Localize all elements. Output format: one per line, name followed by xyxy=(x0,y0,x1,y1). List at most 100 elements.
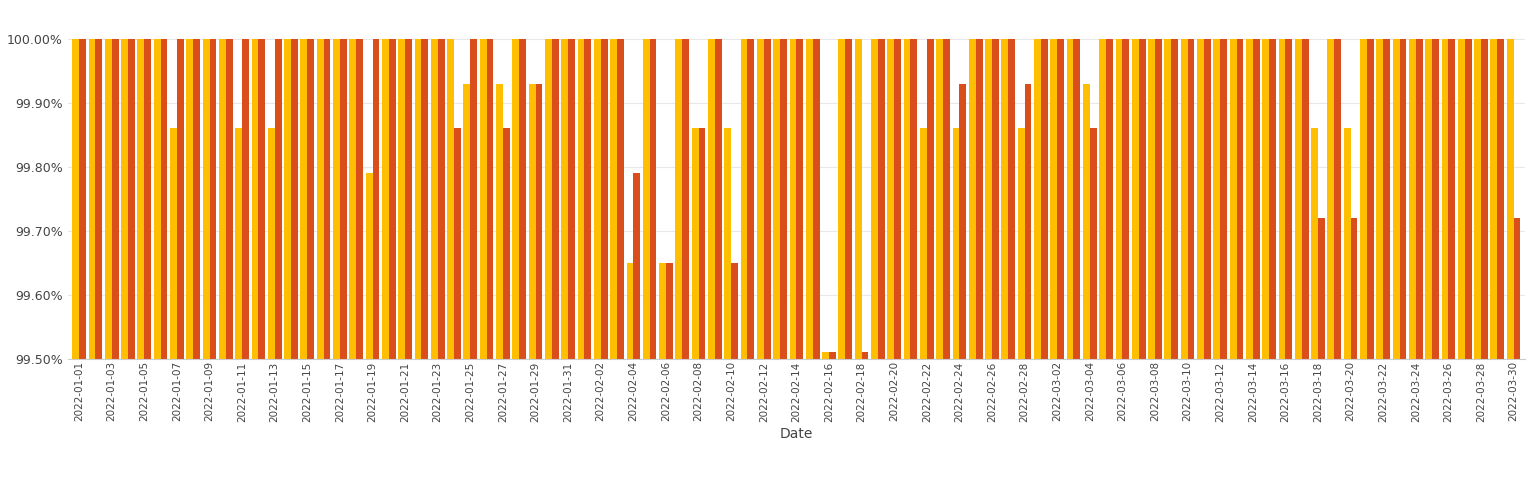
Bar xyxy=(643,39,650,359)
Bar xyxy=(936,39,944,359)
Bar xyxy=(552,39,559,359)
Bar xyxy=(919,128,927,359)
Bar xyxy=(1089,128,1097,359)
Bar xyxy=(1057,39,1065,359)
Bar xyxy=(1481,39,1488,359)
Bar xyxy=(1132,39,1138,359)
Bar xyxy=(487,39,493,359)
Bar xyxy=(104,39,112,359)
Bar xyxy=(1138,39,1146,359)
Bar xyxy=(1432,39,1439,359)
Bar xyxy=(1083,84,1089,359)
Bar xyxy=(225,39,233,359)
Bar xyxy=(627,262,633,359)
Bar xyxy=(398,39,404,359)
Bar xyxy=(372,39,380,359)
Bar xyxy=(519,39,525,359)
Bar xyxy=(774,39,780,359)
Bar xyxy=(861,352,869,359)
Bar xyxy=(757,39,764,359)
Bar xyxy=(780,39,787,359)
Bar xyxy=(545,39,552,359)
Bar xyxy=(872,39,878,359)
Bar xyxy=(944,39,950,359)
Bar xyxy=(1295,39,1302,359)
Bar xyxy=(699,128,705,359)
Bar xyxy=(357,39,363,359)
Bar xyxy=(1442,39,1448,359)
Bar xyxy=(317,39,323,359)
Bar xyxy=(1115,39,1123,359)
Bar xyxy=(1164,39,1172,359)
Bar xyxy=(1318,218,1325,359)
Bar xyxy=(725,128,731,359)
Bar xyxy=(1230,39,1236,359)
Bar xyxy=(1465,39,1472,359)
Bar xyxy=(568,39,574,359)
Bar xyxy=(236,128,242,359)
Bar xyxy=(748,39,754,359)
Bar xyxy=(927,39,933,359)
Bar xyxy=(502,128,510,359)
Bar xyxy=(1311,128,1318,359)
Bar xyxy=(1123,39,1129,359)
Bar xyxy=(404,39,412,359)
Bar xyxy=(708,39,715,359)
Bar xyxy=(144,39,152,359)
Bar xyxy=(210,39,216,359)
Bar xyxy=(366,173,372,359)
Bar xyxy=(121,39,129,359)
Bar xyxy=(692,128,699,359)
Bar xyxy=(421,39,429,359)
Bar xyxy=(170,128,176,359)
Bar xyxy=(1213,39,1219,359)
Bar xyxy=(1066,39,1074,359)
Bar xyxy=(242,39,250,359)
Bar xyxy=(968,39,976,359)
Bar xyxy=(1187,39,1195,359)
Bar xyxy=(1514,218,1520,359)
Bar xyxy=(430,39,438,359)
Bar xyxy=(1491,39,1497,359)
Bar xyxy=(1458,39,1465,359)
Bar xyxy=(601,39,608,359)
Bar xyxy=(1236,39,1244,359)
Bar xyxy=(584,39,591,359)
Bar xyxy=(349,39,357,359)
Bar xyxy=(161,39,167,359)
Bar xyxy=(650,39,657,359)
Bar xyxy=(529,84,536,359)
Bar xyxy=(610,39,617,359)
Bar xyxy=(594,39,601,359)
Bar xyxy=(789,39,797,359)
Bar xyxy=(138,39,144,359)
Bar xyxy=(1253,39,1259,359)
Bar xyxy=(1328,39,1334,359)
Bar xyxy=(1002,39,1008,359)
Bar xyxy=(1376,39,1383,359)
Bar xyxy=(1106,39,1112,359)
Bar xyxy=(1147,39,1155,359)
Bar xyxy=(291,39,297,359)
Bar xyxy=(193,39,201,359)
Bar xyxy=(985,39,993,359)
Bar xyxy=(1400,39,1406,359)
Bar xyxy=(910,39,918,359)
Bar xyxy=(1334,39,1340,359)
Bar xyxy=(797,39,803,359)
Bar xyxy=(1219,39,1227,359)
Bar xyxy=(80,39,86,359)
Bar xyxy=(1351,218,1357,359)
Bar xyxy=(731,262,738,359)
Bar xyxy=(806,39,812,359)
Bar xyxy=(953,128,959,359)
Bar xyxy=(878,39,884,359)
Bar xyxy=(812,39,820,359)
Bar xyxy=(676,39,682,359)
Bar xyxy=(1507,39,1514,359)
Bar xyxy=(415,39,421,359)
Bar xyxy=(1172,39,1178,359)
Bar xyxy=(187,39,193,359)
Bar xyxy=(153,39,161,359)
Bar xyxy=(453,128,461,359)
